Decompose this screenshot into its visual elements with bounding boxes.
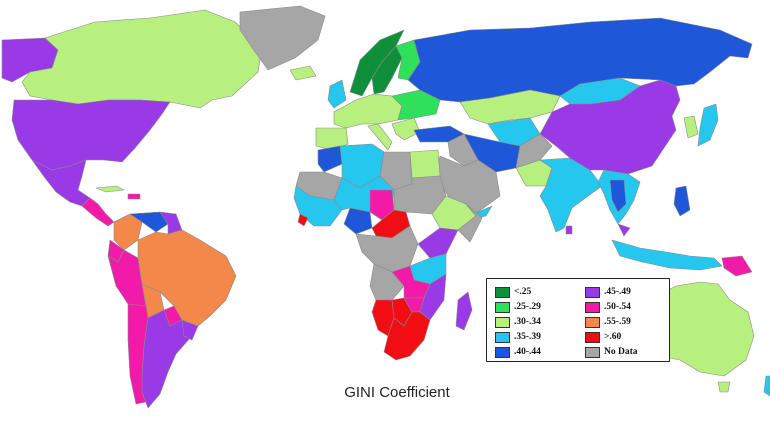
legend-item: .40-.44	[495, 346, 541, 358]
region-sri-lanka	[565, 225, 573, 235]
region-venezuela	[129, 211, 169, 233]
legend-item: .45-.49	[585, 286, 631, 298]
region-philippines	[673, 185, 691, 217]
map-title: GINI Coefficient	[344, 384, 450, 401]
region-canada	[21, 9, 263, 109]
region-greenland	[239, 5, 326, 71]
legend-item: <.25	[495, 286, 531, 298]
legend-label: .25-.29	[514, 302, 541, 312]
region-tasmania	[717, 381, 731, 393]
region-west-africa	[293, 185, 343, 227]
region-congo	[355, 225, 419, 273]
legend-label: .30-.34	[514, 317, 541, 327]
region-italy	[367, 123, 393, 151]
legend-swatch	[495, 286, 510, 298]
legend-item: .55-.59	[585, 316, 631, 328]
region-sierra-leone	[297, 213, 309, 227]
region-argentina	[141, 309, 191, 409]
legend-label: .50-.54	[604, 302, 631, 312]
region-uruguay	[181, 319, 199, 341]
region-kazakhstan	[459, 89, 561, 125]
legend-swatch	[585, 346, 600, 358]
legend-item: .30-.34	[495, 316, 541, 328]
region-uk	[327, 79, 347, 109]
legend-item: .50-.54	[585, 301, 631, 313]
legend-label: .55-.59	[604, 317, 631, 327]
region-morocco	[317, 145, 343, 173]
legend-swatch	[585, 286, 600, 298]
legend-swatch	[585, 301, 600, 313]
legend-label: .35-.39	[514, 332, 541, 342]
legend-label: .40-.44	[514, 347, 541, 357]
region-japan	[697, 103, 719, 147]
legend-swatch	[495, 301, 510, 313]
legend-label: <.25	[514, 287, 532, 297]
region-iceland	[289, 65, 317, 81]
region-papua	[721, 255, 753, 277]
region-mexico	[31, 159, 91, 207]
region-central-america	[81, 197, 115, 227]
legend-label: >.60	[604, 332, 622, 342]
region-hispaniola	[127, 193, 141, 200]
region-china	[539, 79, 681, 175]
legend: <.25 .45-.49 .25-.29 .50-.54 .30-.34 .55…	[486, 278, 670, 362]
region-egypt	[409, 149, 441, 179]
legend-swatch	[495, 346, 510, 358]
legend-swatch	[495, 316, 510, 328]
region-somalia	[457, 203, 483, 243]
region-new-zealand	[763, 375, 770, 397]
legend-label: No Data	[604, 347, 638, 357]
region-indonesia	[611, 239, 723, 271]
region-nigeria	[343, 207, 373, 235]
legend-item: >.60	[585, 331, 621, 343]
region-kenya	[417, 227, 459, 259]
region-sweden	[371, 45, 403, 95]
legend-item: .25-.29	[495, 301, 541, 313]
legend-item: No Data	[585, 346, 638, 358]
region-cuba	[95, 185, 125, 193]
region-korea	[683, 115, 699, 139]
region-malaysia	[617, 223, 631, 237]
legend-swatch	[585, 331, 600, 343]
region-thailand	[609, 179, 627, 213]
region-afghanistan	[515, 133, 553, 169]
region-madagascar	[455, 291, 473, 331]
legend-item: .35-.39	[495, 331, 541, 343]
region-balkans	[391, 117, 421, 141]
region-usa	[11, 99, 171, 171]
legend-swatch	[495, 331, 510, 343]
legend-swatch	[585, 316, 600, 328]
region-south-africa	[383, 311, 431, 361]
legend-label: .45-.49	[604, 287, 631, 297]
